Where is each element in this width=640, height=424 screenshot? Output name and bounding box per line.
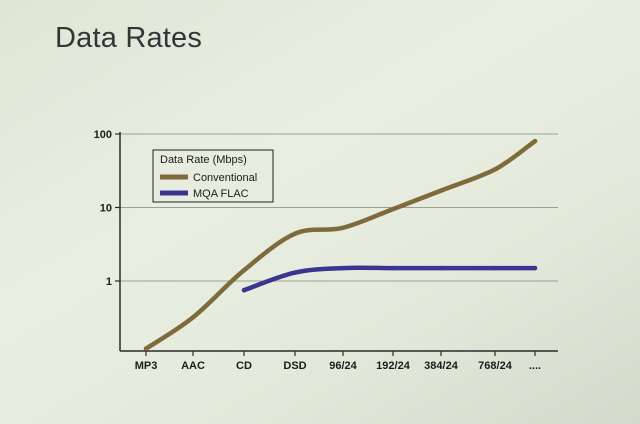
point-conventional-384-24: [438, 188, 444, 193]
point-mqa-flac-cd: [241, 287, 247, 293]
point-mqa-flac-384-24: [438, 265, 444, 271]
point-conventional-more: [532, 138, 538, 144]
x-tick-label-more: ....: [529, 360, 541, 372]
y-ticks: 1 10 100: [94, 129, 120, 288]
y-tick-label-100: 100: [94, 129, 112, 141]
slide-title: Data Rates: [55, 22, 203, 54]
point-conventional-mp3: [143, 346, 149, 351]
y-tick-label-10: 10: [100, 203, 112, 215]
legend-label-conventional: Conventional: [193, 172, 257, 184]
point-conventional-96-24: [340, 225, 346, 230]
point-conventional-dsd: [292, 231, 298, 236]
x-tick-label-96-24: 96/24: [329, 360, 357, 372]
point-mqa-flac-192-24: [390, 265, 396, 271]
x-ticks: MP3 AAC CD DSD 96/24 192/24 384/24 768/24....: [135, 351, 541, 372]
point-mqa-flac-dsd: [292, 270, 298, 275]
legend-label-mqa-flac: MQA FLAC: [193, 188, 249, 200]
point-mqa-flac-768-24: [492, 265, 498, 271]
grid-lines: [120, 133, 558, 282]
legend-title: Data Rate (Mbps): [160, 154, 247, 166]
point-mqa-flac-96-24: [340, 265, 346, 271]
x-tick-label-dsd: DSD: [283, 360, 306, 372]
y-tick-label-1: 1: [106, 276, 112, 288]
legend: Data Rate (Mbps) Conventional MQA FLAC: [152, 149, 274, 203]
point-conventional-192-24: [390, 206, 396, 212]
series-lines: [143, 138, 538, 351]
x-tick-label-mp3: MP3: [135, 360, 158, 372]
x-tick-label-192-24: 192/24: [376, 360, 411, 372]
point-conventional-cd: [241, 268, 247, 273]
point-mqa-flac-more: [532, 265, 538, 271]
point-conventional-768-24: [492, 167, 498, 172]
x-tick-label-768-24: 768/24: [478, 360, 513, 372]
x-tick-label-aac: AAC: [181, 360, 205, 372]
x-tick-label-cd: CD: [236, 360, 252, 372]
series-line-mqa-flac: [241, 265, 538, 293]
x-tick-label-384-24: 384/24: [424, 360, 459, 372]
point-conventional-aac: [190, 315, 196, 320]
